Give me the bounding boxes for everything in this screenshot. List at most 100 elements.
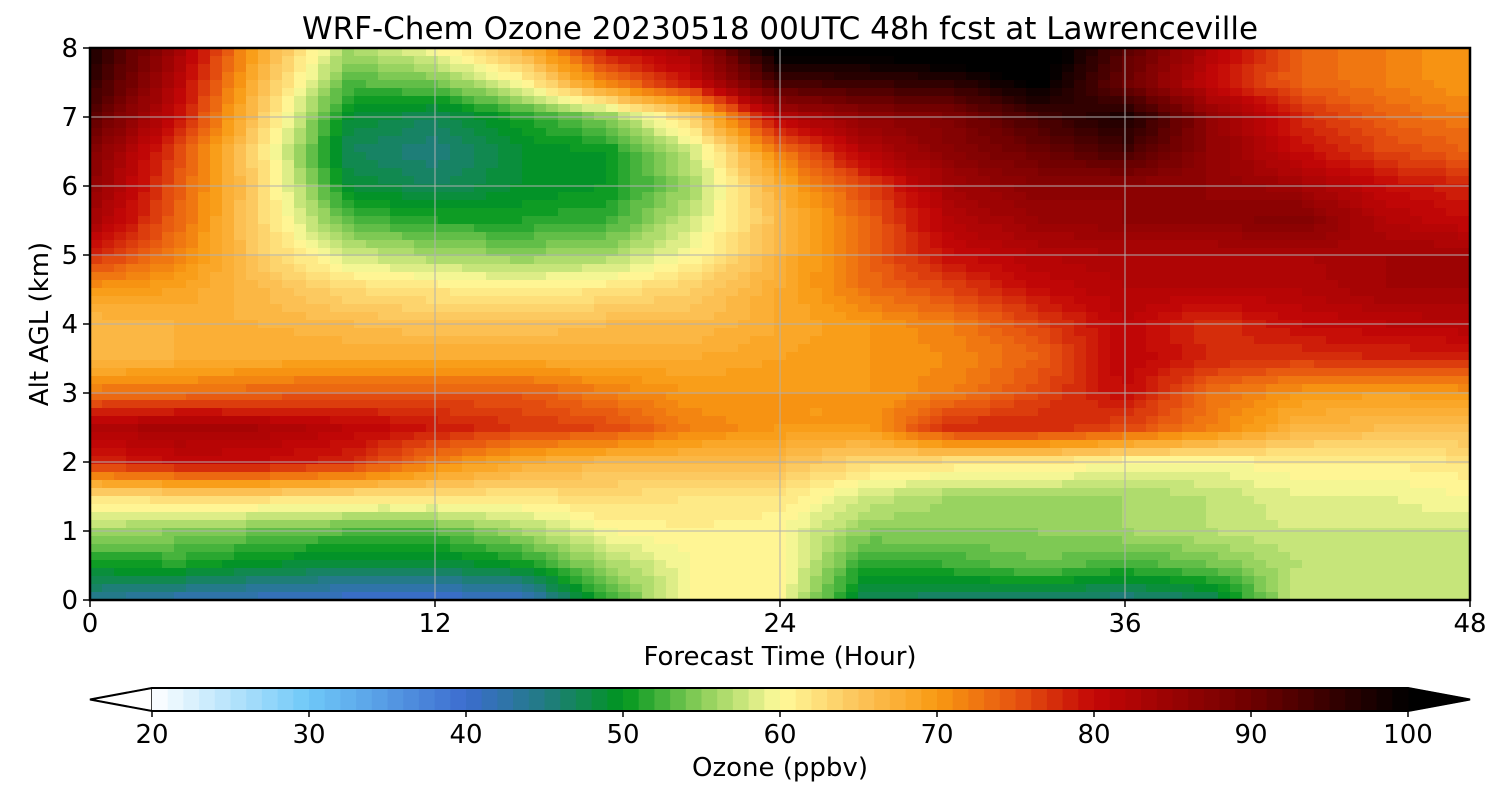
- heatmap-cell: [1350, 248, 1363, 257]
- heatmap-cell: [186, 104, 199, 113]
- heatmap-cell: [1122, 128, 1135, 137]
- heatmap-cell: [1014, 176, 1027, 185]
- heatmap-cell: [438, 152, 451, 161]
- heatmap-cell: [870, 184, 883, 193]
- heatmap-cell: [1158, 96, 1171, 105]
- heatmap-cell: [522, 104, 535, 113]
- heatmap-cell: [378, 184, 391, 193]
- heatmap-cell: [1254, 248, 1267, 257]
- heatmap-cell: [1242, 376, 1255, 385]
- heatmap-cell: [666, 360, 679, 369]
- heatmap-cell: [270, 160, 283, 169]
- heatmap-cell: [1338, 80, 1351, 89]
- heatmap-cell: [162, 136, 175, 145]
- heatmap-cell: [894, 368, 907, 377]
- heatmap-cell: [522, 80, 535, 89]
- heatmap-cell: [1062, 96, 1075, 105]
- heatmap-cell: [450, 48, 463, 57]
- heatmap-cell: [858, 224, 871, 233]
- heatmap-cell: [582, 264, 595, 273]
- heatmap-cell: [1038, 192, 1051, 201]
- heatmap-cell: [954, 264, 967, 273]
- heatmap-cell: [114, 80, 127, 89]
- heatmap-cell: [726, 288, 739, 297]
- heatmap-cell: [942, 224, 955, 233]
- heatmap-cell: [858, 360, 871, 369]
- heatmap-cell: [90, 160, 103, 169]
- heatmap-cell: [762, 192, 775, 201]
- heatmap-cell: [846, 64, 859, 73]
- heatmap-cell: [894, 56, 907, 65]
- heatmap-cell: [954, 216, 967, 225]
- heatmap-cell: [594, 312, 607, 321]
- heatmap-cell: [558, 144, 571, 153]
- heatmap-cell: [738, 112, 751, 121]
- heatmap-cell: [762, 352, 775, 361]
- heatmap-cell: [702, 312, 715, 321]
- heatmap-cell: [1146, 80, 1159, 89]
- heatmap-cell: [1074, 48, 1087, 57]
- heatmap-cell: [714, 112, 727, 121]
- heatmap-cell: [186, 176, 199, 185]
- heatmap-cell: [282, 384, 295, 393]
- heatmap-cell: [510, 280, 523, 289]
- heatmap-cell: [570, 184, 583, 193]
- heatmap-cell: [618, 160, 631, 169]
- heatmap-cell: [294, 224, 307, 233]
- heatmap-cell: [1170, 72, 1183, 81]
- heatmap-cell: [702, 376, 715, 385]
- heatmap-cell: [258, 376, 271, 385]
- heatmap-cell: [174, 344, 187, 353]
- heatmap-cell: [426, 80, 439, 89]
- heatmap-cell: [1266, 192, 1279, 201]
- heatmap-cell: [990, 56, 1003, 65]
- heatmap-cell: [1338, 104, 1351, 113]
- heatmap-cell: [1026, 48, 1039, 57]
- heatmap-cell: [1134, 96, 1147, 105]
- heatmap-cell: [510, 96, 523, 105]
- heatmap-cell: [174, 64, 187, 73]
- heatmap-cell: [390, 224, 403, 233]
- heatmap-cell: [246, 352, 259, 361]
- heatmap-cell: [234, 272, 247, 281]
- heatmap-cell: [1410, 120, 1423, 129]
- heatmap-cell: [150, 280, 163, 289]
- heatmap-cell: [894, 256, 907, 265]
- heatmap-cell: [822, 168, 835, 177]
- heatmap-cell: [1122, 224, 1135, 233]
- heatmap-cell: [654, 216, 667, 225]
- heatmap-cell: [1242, 256, 1255, 265]
- heatmap-cell: [690, 248, 703, 257]
- heatmap-cell: [738, 136, 751, 145]
- heatmap-cell: [1278, 80, 1291, 89]
- heatmap-cell: [474, 176, 487, 185]
- heatmap-cell: [1458, 200, 1470, 209]
- heatmap-cell: [1362, 256, 1375, 265]
- heatmap-cell: [378, 152, 391, 161]
- heatmap-cell: [630, 72, 643, 81]
- heatmap-cell: [1122, 360, 1135, 369]
- heatmap-cell: [606, 336, 619, 345]
- heatmap-cell: [450, 296, 463, 305]
- heatmap-cell: [498, 136, 511, 145]
- heatmap-cell: [342, 248, 355, 257]
- heatmap-cell: [294, 272, 307, 281]
- heatmap-cell: [1206, 64, 1219, 73]
- heatmap-cell: [1086, 352, 1099, 361]
- heatmap-cell: [858, 104, 871, 113]
- heatmap-cell: [366, 376, 379, 385]
- heatmap-cell: [930, 120, 943, 129]
- heatmap-cell: [150, 176, 163, 185]
- heatmap-cell: [198, 232, 211, 241]
- heatmap-cell: [642, 56, 655, 65]
- heatmap-cell: [378, 56, 391, 65]
- heatmap-cell: [606, 256, 619, 265]
- heatmap-cell: [294, 128, 307, 137]
- heatmap-cell: [918, 64, 931, 73]
- heatmap-cell: [1290, 144, 1303, 153]
- heatmap-cell: [318, 64, 331, 73]
- heatmap-cell: [1278, 384, 1291, 393]
- heatmap-cell: [1038, 160, 1051, 169]
- heatmap-cell: [246, 48, 259, 57]
- heatmap-cell: [846, 352, 859, 361]
